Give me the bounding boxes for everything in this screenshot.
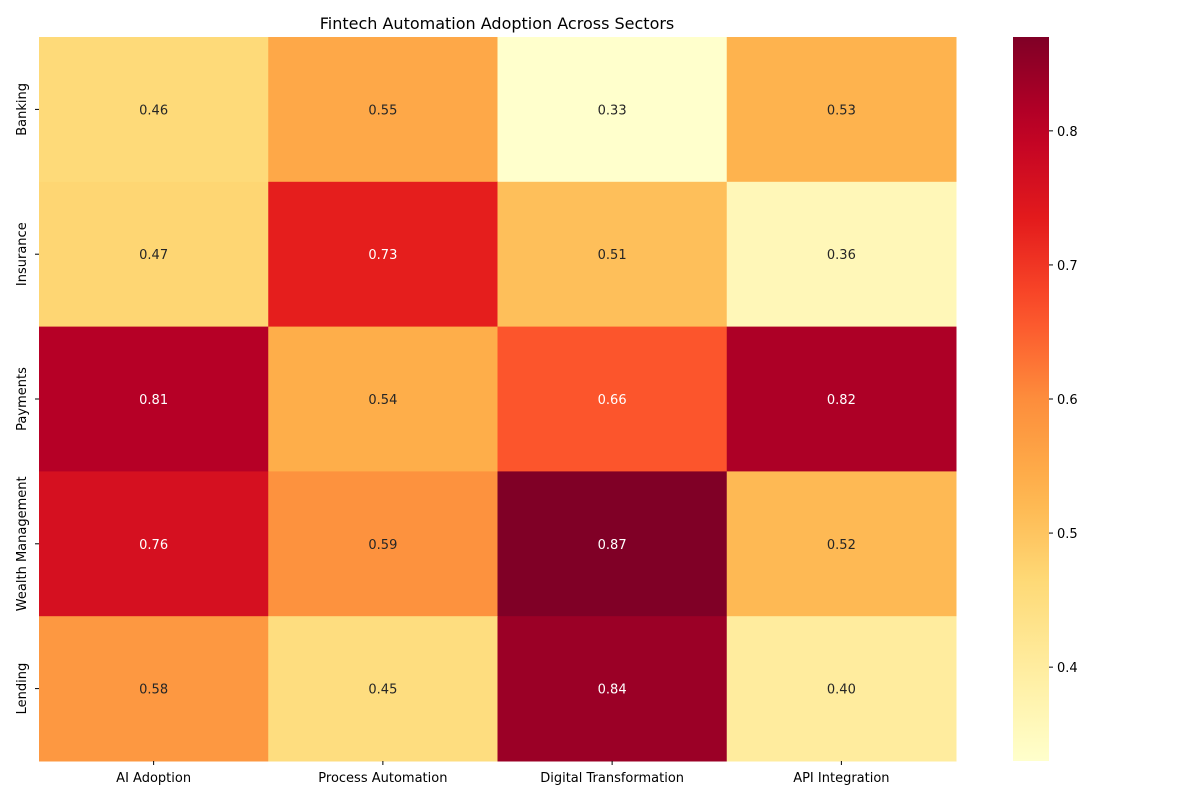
colorbar-tick-label-4: 0.8 (1057, 125, 1078, 140)
y-axis: Banking Insurance Payments Wealth Managemen… (15, 83, 39, 714)
heatmap-cell-3-3 (726, 471, 957, 617)
cell-value-label-1-0: 0.47 (139, 248, 168, 263)
colorbar: 0.4 0.5 0.6 0.7 0.8 (1013, 37, 1078, 761)
heatmap-cell-1-3 (726, 181, 957, 328)
cell-value-label-3-1: 0.59 (368, 538, 397, 553)
heatmap-cell-1-0 (39, 181, 269, 328)
x-tick-label-0: AI Adoption (116, 771, 191, 786)
cell-value-label-0-1: 0.55 (368, 103, 397, 118)
colorbar-tick-label-2: 0.6 (1057, 393, 1078, 408)
heatmap-cell-0-1 (268, 37, 498, 183)
cell-value-label-3-3: 0.52 (827, 538, 856, 553)
cell-value-label-1-3: 0.36 (827, 248, 856, 263)
heatmap-cell-0-2 (497, 37, 728, 183)
y-tick-label-4: Lending (15, 663, 30, 715)
heatmap-cell-3-2 (497, 471, 728, 617)
cell-value-label-1-1: 0.73 (368, 248, 397, 263)
heatmap-cell-2-3 (726, 326, 957, 472)
x-tick-label-1: Process Automation (318, 771, 447, 786)
x-tick-label-2: Digital Transformation (540, 771, 684, 786)
cell-value-label-4-3: 0.40 (827, 683, 856, 698)
cell-value-label-1-2: 0.51 (598, 248, 627, 263)
cell-value-label-2-3: 0.82 (827, 393, 856, 408)
y-tick-label-1: Insurance (15, 222, 30, 286)
heatmap-cell-2-0 (39, 326, 269, 472)
colorbar-tick-label-1: 0.5 (1057, 527, 1078, 542)
heatmap-cell-4-3 (726, 616, 957, 762)
cell-value-label-2-2: 0.66 (598, 393, 627, 408)
heatmap-cell-2-1 (268, 326, 498, 472)
cell-value-label-0-3: 0.53 (827, 103, 856, 118)
colorbar-tick-label-0: 0.4 (1057, 661, 1078, 676)
heatmap-cell-labels: 0.46 0.55 0.33 0.53 0.47 0.73 0.51 0.36 0.81 0.54… (139, 103, 856, 697)
heatmap-cell-1-2 (497, 181, 728, 328)
y-tick-label-0: Banking (15, 83, 30, 136)
cell-value-label-0-0: 0.46 (139, 103, 168, 118)
heatmap-cell-0-0 (39, 37, 269, 183)
heatmap-cell-2-2 (497, 326, 728, 472)
cell-value-label-2-0: 0.81 (139, 393, 168, 408)
colorbar-gradient (1013, 37, 1049, 761)
heatmap-cells (39, 37, 957, 762)
y-tick-label-2: Payments (15, 367, 30, 431)
heatmap-cell-4-2 (497, 616, 728, 762)
heatmap-cell-1-1 (268, 181, 498, 328)
x-axis: AI Adoption Process Automation Digital Tra… (116, 761, 890, 786)
cell-value-label-4-1: 0.45 (368, 683, 397, 698)
heatmap-cell-4-1 (268, 616, 498, 762)
heatmap-cell-4-0 (39, 616, 269, 762)
cell-value-label-4-2: 0.84 (598, 683, 627, 698)
heatmap-cell-3-1 (268, 471, 498, 617)
cell-value-label-0-2: 0.33 (598, 103, 627, 118)
cell-value-label-3-0: 0.76 (139, 538, 168, 553)
heatmap-cell-3-0 (39, 471, 269, 617)
cell-value-label-4-0: 0.58 (139, 683, 168, 698)
colorbar-tick-label-3: 0.7 (1057, 259, 1078, 274)
heatmap-cell-0-3 (726, 37, 957, 183)
y-tick-label-3: Wealth Management (15, 476, 30, 611)
x-tick-label-3: API Integration (793, 771, 889, 786)
cell-value-label-2-1: 0.54 (368, 393, 397, 408)
chart-title: Fintech Automation Adoption Across Secto… (320, 14, 675, 33)
cell-value-label-3-2: 0.87 (598, 538, 627, 553)
